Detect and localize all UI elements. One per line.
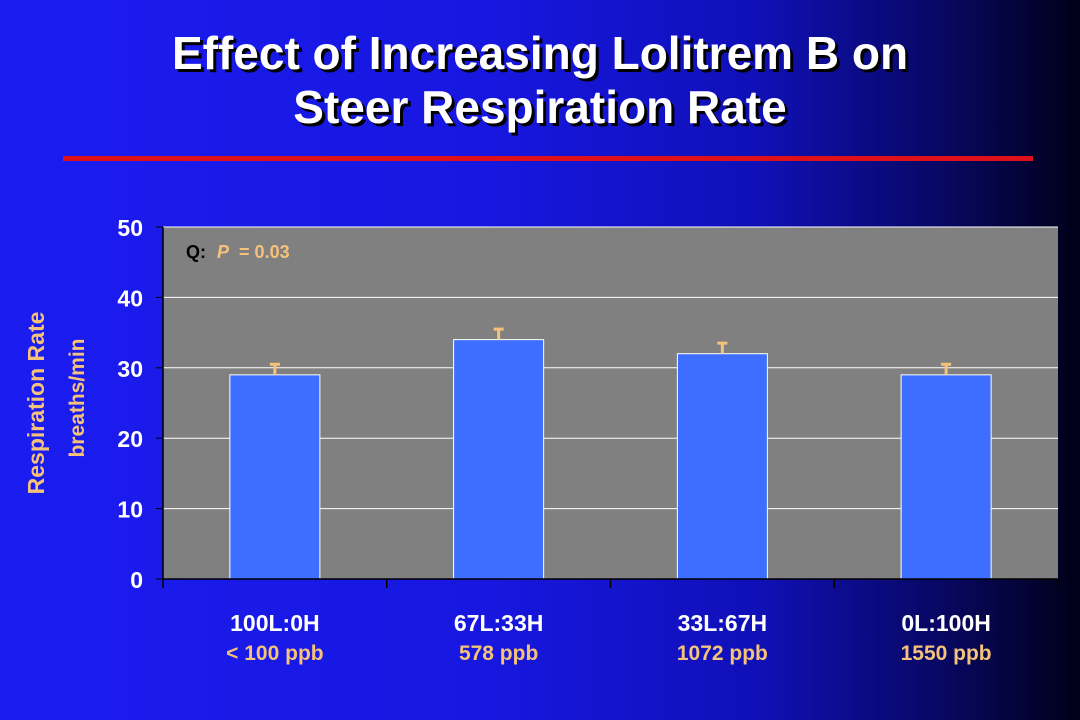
chart-title-line2: Steer Respiration Rate: [293, 81, 787, 133]
y-tick-label: 10: [117, 497, 143, 523]
x-category-sublabel: 578 ppb: [459, 642, 538, 665]
bar: [676, 353, 768, 580]
y-tick-label: 40: [117, 285, 143, 311]
x-category-label: 100L:0H: [230, 610, 319, 636]
stat-annotation: Q: P = 0.03: [186, 242, 290, 262]
stat-symbol: P: [217, 242, 230, 262]
y-tick-label: 30: [117, 356, 143, 382]
stat-prefix: Q:: [186, 242, 206, 262]
x-category-sublabel: 1072 ppb: [677, 642, 768, 665]
error-bars: [269, 327, 952, 375]
y-axis-label: Respiration Rate: [23, 312, 49, 495]
x-category-sublabel: < 100 ppb: [226, 642, 323, 665]
y-tick-labels: 0 10 20 30 40 50: [117, 215, 143, 593]
x-category-sublabel: 1550 ppb: [901, 642, 992, 665]
bar: [453, 339, 545, 580]
axes: [156, 226, 1059, 588]
x-category-label: 67L:33H: [454, 610, 543, 636]
chart-title-line1: Effect of Increasing Lolitrem B on: [171, 27, 909, 79]
stat-value: = 0.03: [239, 242, 290, 262]
y-tick-label: 0: [130, 567, 143, 593]
x-category-label: 0L:100H: [901, 610, 990, 636]
y-tick-label: 50: [117, 215, 143, 241]
y-axis-title: Respiration Rate: [23, 312, 49, 495]
title-underline: [63, 156, 1033, 161]
bar: [900, 374, 992, 580]
y-axis-unit-title: breaths/min: [66, 338, 89, 457]
bar: [229, 374, 321, 580]
x-category-label: 33L:67H: [678, 610, 767, 636]
x-category-labels: 100L:0H < 100 ppb 67L:33H 578 ppb 33L:67H 107…: [226, 610, 992, 665]
chart-title: Effect of Increasing Lolitrem B on Steer…: [40, 26, 1040, 134]
y-axis-unit: breaths/min: [66, 338, 89, 457]
y-tick-label: 20: [117, 426, 143, 452]
